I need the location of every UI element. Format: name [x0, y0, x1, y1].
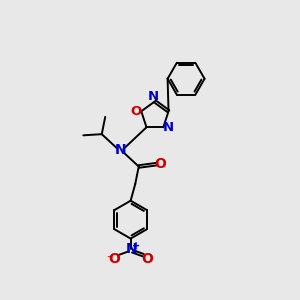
Text: N: N	[114, 143, 126, 157]
Text: +: +	[132, 241, 140, 250]
Text: O: O	[155, 157, 167, 171]
Text: O: O	[108, 252, 120, 266]
Text: ⁻: ⁻	[107, 254, 112, 264]
Text: N: N	[148, 90, 159, 103]
Text: N: N	[126, 242, 138, 256]
Text: O: O	[142, 252, 154, 266]
Text: N: N	[163, 121, 174, 134]
Text: O: O	[130, 105, 142, 118]
